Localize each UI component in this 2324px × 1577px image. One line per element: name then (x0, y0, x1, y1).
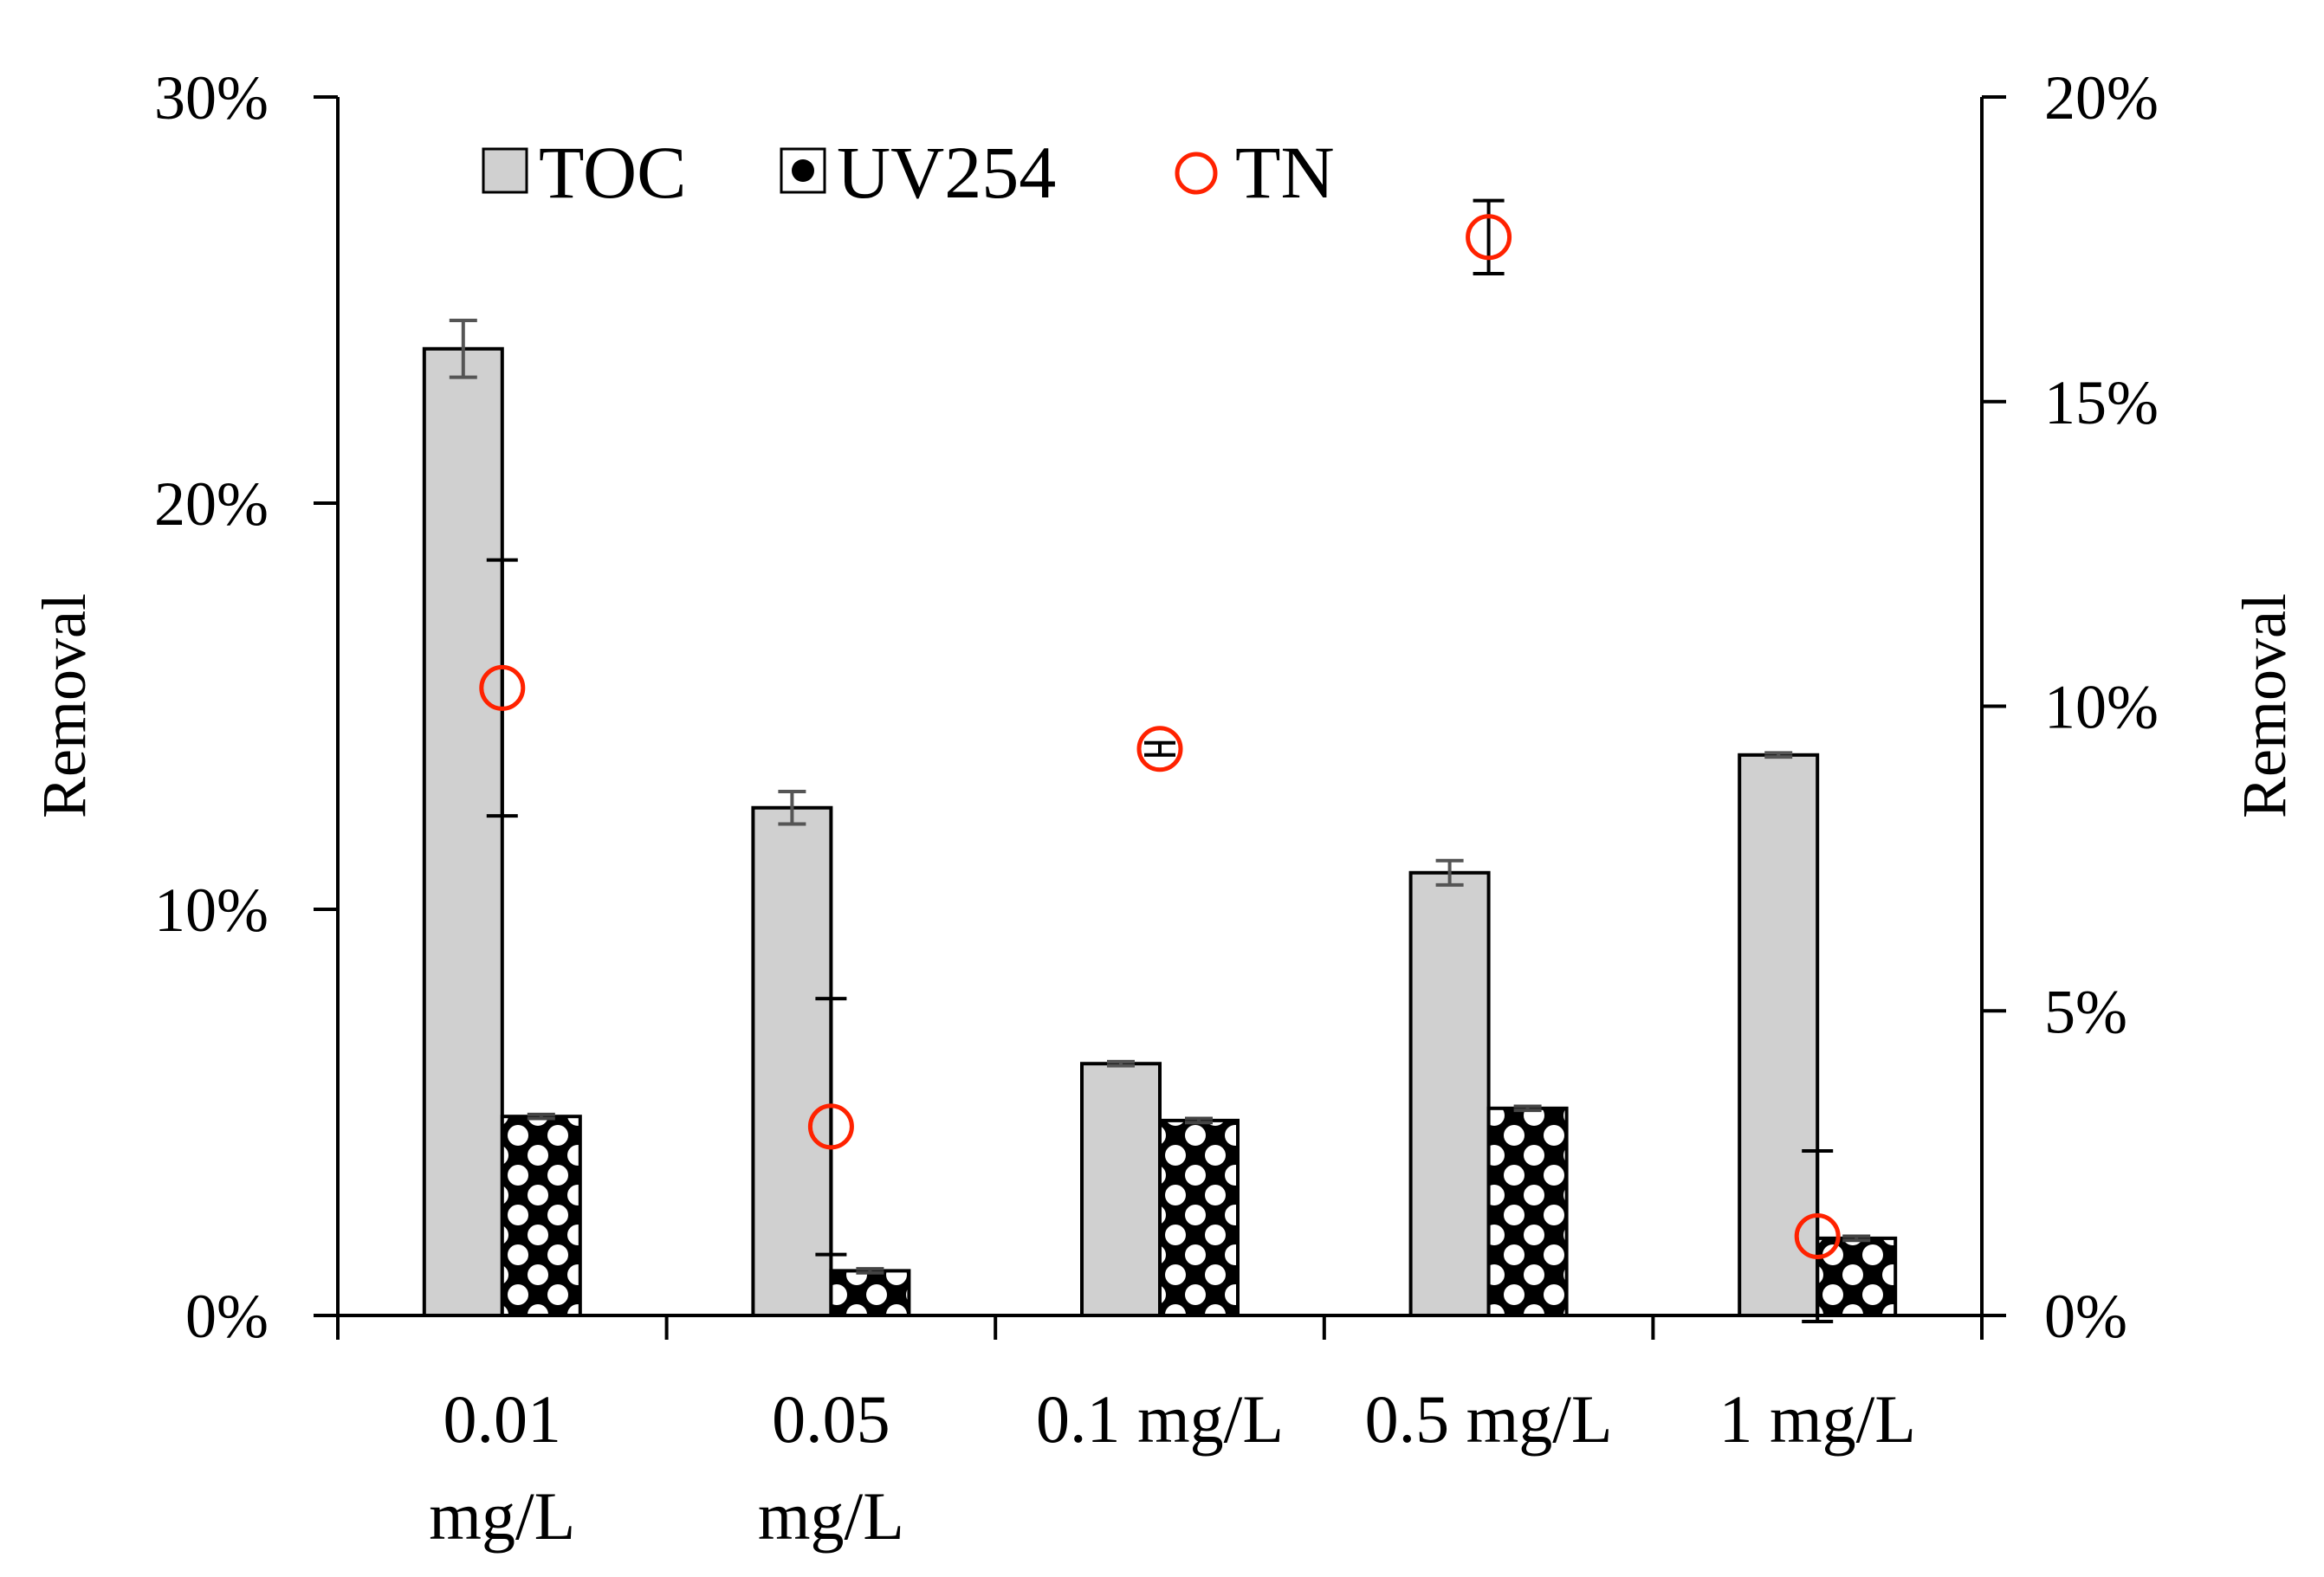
right-tick-label: 10% (2044, 673, 2159, 742)
error-bar-uv254 (1513, 1104, 1542, 1113)
error-bar-uv254 (856, 1267, 884, 1275)
bar-toc (1408, 870, 1491, 1317)
x-axis-ticks (336, 1315, 1984, 1340)
legend-label-tn: TN (1235, 131, 1335, 214)
error-bar-tn (1802, 1149, 1834, 1324)
right-tick-label: 0% (2044, 1282, 2127, 1351)
bar-uv254 (829, 1269, 911, 1318)
error-bar-uv254 (527, 1112, 555, 1121)
category-label: 0.01 (443, 1381, 562, 1457)
bar-uv254 (500, 1115, 582, 1317)
point-tn (807, 1103, 854, 1150)
error-bar-tn (1473, 198, 1505, 276)
error-bar-toc (1107, 1059, 1135, 1068)
error-bar-uv254 (1185, 1116, 1213, 1125)
bar-uv254 (1158, 1118, 1240, 1317)
point-tn (1466, 214, 1512, 261)
bar-toc (1080, 1062, 1162, 1317)
error-bar-toc (1764, 751, 1793, 759)
bar-uv254 (1486, 1106, 1569, 1318)
error-bar-tn (1144, 740, 1175, 757)
right-axis-ticks: 0% 5% 10% 15% 20% (1982, 63, 2159, 1351)
bar-toc (422, 346, 504, 1317)
legend-swatch-toc (482, 147, 528, 194)
category-label: 0.1 mg/L (1036, 1381, 1284, 1457)
tn-points (479, 198, 1841, 1324)
legend-label-uv254: UV254 (837, 131, 1056, 214)
error-bar-tn (815, 997, 847, 1257)
left-axis-ticks: 0% 10% 20% 30% (154, 63, 338, 1351)
right-tick-label: 5% (2044, 977, 2127, 1046)
bars (422, 318, 1898, 1318)
right-tick-label: 20% (2044, 63, 2159, 132)
category-label: 0.5 mg/L (1365, 1381, 1613, 1457)
left-axis-title: Removal (29, 593, 99, 818)
left-tick-label: 10% (154, 876, 269, 945)
bar-toc (1738, 753, 1820, 1317)
right-axis-title: Removal (2230, 593, 2299, 818)
error-bar-uv254 (1842, 1234, 1871, 1243)
point-tn (1136, 726, 1183, 772)
category-labels: 0.01 mg/L 0.05 mg/L 0.1 mg/L 0.5 mg/L 1 mg/L (429, 1381, 1916, 1554)
error-bar-toc (449, 318, 477, 379)
error-bar-tn (486, 558, 518, 818)
category-label: mg/L (758, 1478, 904, 1554)
legend: TOC UV254 TN (482, 131, 1335, 214)
error-bar-toc (1435, 858, 1464, 887)
error-bar-toc (778, 789, 806, 826)
category-label: 0.05 (772, 1381, 890, 1457)
point-tn (1794, 1213, 1841, 1260)
point-tn (479, 664, 526, 711)
bar-uv254 (1816, 1236, 1898, 1318)
left-tick-label: 20% (154, 469, 269, 539)
right-tick-label: 15% (2044, 368, 2159, 437)
bar-toc (751, 805, 833, 1317)
category-label: mg/L (429, 1478, 575, 1554)
category-label: 1 mg/L (1719, 1381, 1916, 1457)
legend-label-toc: TOC (539, 131, 686, 214)
left-tick-label: 0% (185, 1282, 269, 1351)
legend-marker-tn (1175, 152, 1218, 195)
left-tick-label: 30% (154, 63, 269, 132)
legend-swatch-uv254-dot (792, 159, 814, 182)
